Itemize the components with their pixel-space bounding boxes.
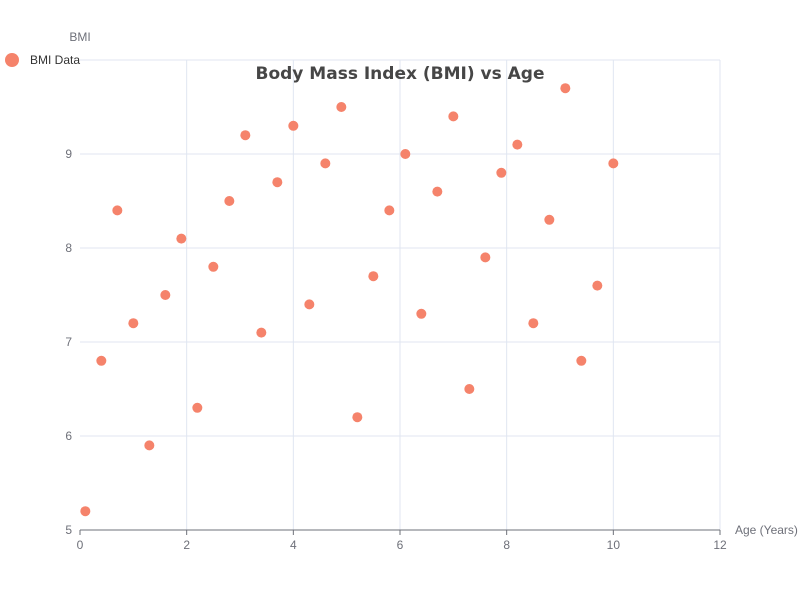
grid-lines	[80, 59, 721, 530]
data-point[interactable]	[176, 233, 187, 244]
data-point[interactable]	[160, 290, 171, 300]
x-axis-label: Age (Years)	[735, 523, 798, 537]
legend-label-bmi-data[interactable]: BMI Data	[30, 53, 80, 67]
legend[interactable]: BMI Data	[5, 53, 80, 67]
data-point[interactable]	[128, 318, 139, 329]
data-point[interactable]	[512, 139, 523, 150]
data-point[interactable]	[496, 167, 507, 178]
data-point[interactable]	[320, 158, 331, 169]
y-axis-label: BMI	[69, 30, 90, 44]
data-point[interactable]	[96, 355, 107, 366]
x-axis-ticks: 0 2 4 6 8 10 12	[77, 530, 727, 552]
data-point[interactable]	[80, 506, 91, 517]
data-point[interactable]	[208, 261, 219, 272]
x-tick-label: 2	[183, 538, 190, 552]
data-point[interactable]	[368, 271, 379, 282]
x-tick-label: 4	[290, 538, 297, 552]
data-point[interactable]	[240, 130, 251, 141]
data-point[interactable]	[448, 111, 459, 122]
data-point[interactable]	[400, 149, 411, 159]
y-tick-label: 7	[65, 335, 72, 349]
data-point[interactable]	[464, 384, 475, 394]
data-points	[80, 83, 619, 517]
chart-title: Body Mass Index (BMI) vs Age	[256, 64, 545, 84]
x-tick-label: 12	[713, 538, 727, 552]
data-point[interactable]	[416, 308, 427, 319]
data-point[interactable]	[144, 440, 155, 451]
data-point[interactable]	[576, 355, 587, 366]
data-point[interactable]	[272, 177, 283, 188]
data-point[interactable]	[384, 205, 395, 216]
x-tick-label: 8	[503, 538, 510, 552]
data-point[interactable]	[528, 318, 539, 329]
data-point[interactable]	[288, 120, 299, 131]
data-point[interactable]	[112, 205, 123, 216]
y-tick-label: 8	[65, 241, 72, 255]
data-point[interactable]	[560, 83, 571, 94]
data-point[interactable]	[432, 186, 443, 197]
data-point[interactable]	[192, 402, 203, 413]
y-tick-label: 5	[65, 523, 72, 537]
legend-marker-bmi-data[interactable]	[5, 53, 19, 67]
data-point[interactable]	[480, 252, 491, 263]
x-tick-label: 0	[77, 538, 84, 552]
data-point[interactable]	[544, 214, 555, 225]
x-tick-label: 6	[397, 538, 404, 552]
y-tick-label: 6	[65, 429, 72, 443]
data-point[interactable]	[304, 299, 315, 310]
x-tick-label: 10	[607, 538, 621, 552]
y-axis-ticks: 5 6 7 8 9	[65, 147, 72, 537]
data-point[interactable]	[592, 280, 603, 291]
y-tick-label: 9	[65, 147, 72, 161]
data-point[interactable]	[336, 102, 347, 112]
data-point[interactable]	[608, 158, 619, 169]
data-point[interactable]	[256, 327, 267, 338]
data-point[interactable]	[224, 196, 235, 206]
data-point[interactable]	[352, 412, 363, 423]
